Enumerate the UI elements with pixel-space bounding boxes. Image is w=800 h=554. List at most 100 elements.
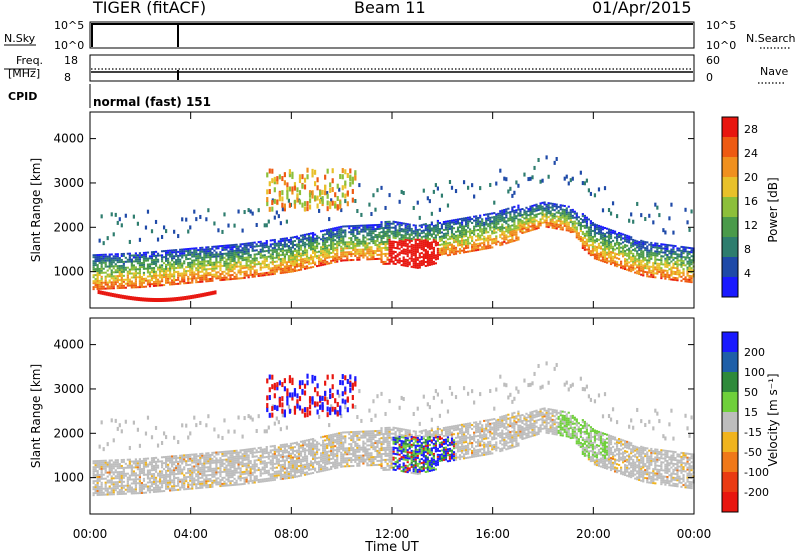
power-cell [313,181,317,187]
power-cell [487,219,490,222]
power-cell [503,238,506,241]
velocity-cell [128,458,131,461]
power-cell [110,285,113,288]
power-cell [326,250,329,253]
power-cell [322,255,325,258]
power-cell [553,209,556,212]
power-cell [118,217,121,222]
power-cell [303,201,307,207]
power-cell [414,224,417,227]
power-cell [201,258,204,261]
power-cell [444,242,448,245]
power-cell [227,264,230,267]
power-cell [164,255,168,258]
power-cell [539,206,542,209]
velocity-cell [92,494,95,497]
power-cell [646,275,649,278]
power-cell [112,285,115,288]
power-cell [201,276,204,279]
power-cell [487,213,490,216]
power-cell [513,239,516,242]
power-cell [682,248,685,251]
power-cell [116,269,119,272]
power-cell [299,266,303,269]
power-cell [127,295,130,300]
power-cell [525,218,528,221]
power-cell [370,250,373,253]
power-cell [104,275,107,278]
velocity-cell [122,468,125,471]
power-cell [597,226,601,229]
velocity-cell [171,481,174,484]
power-cell [193,209,196,214]
power-cell [430,233,433,236]
power-cell [295,261,299,264]
power-cell [446,228,450,231]
power-cell [303,257,307,260]
velocity-cell [106,493,109,496]
power-cell [400,224,403,227]
power-cell [142,281,146,284]
velocity-cell [122,492,125,495]
power-cell [380,237,383,240]
power-cell [305,233,309,236]
power-cell [348,253,351,256]
power-cell [613,254,617,257]
power-cell [251,261,254,264]
power-cell [311,259,315,262]
power-cell [281,251,284,254]
power-cell [390,254,393,257]
power-cell [410,239,413,242]
power-cell [175,249,178,252]
power-cell [332,257,335,260]
power-cell [380,235,383,238]
power-cell [108,265,111,268]
velocity-cell [132,482,135,485]
power-cell [205,274,208,277]
power-cell [549,220,552,223]
power-cell [267,267,270,270]
power-cell [509,213,512,216]
power-cell [187,269,190,272]
power-cell [213,221,216,226]
power-cell [122,266,125,269]
power-cell [251,211,254,216]
power-cell [382,260,385,263]
power-cell [674,279,677,282]
power-cell [275,252,278,255]
power-cell [311,190,314,196]
power-cell [402,240,405,243]
power-cell [354,228,357,231]
power-cell [440,225,444,228]
power-cell [366,234,369,237]
power-cell [131,296,134,301]
power-cell [640,273,643,276]
power-cell [638,263,641,266]
power-cell [279,248,282,251]
velocity-cell [171,473,174,476]
velocity-cell [136,460,140,463]
power-cell [152,284,156,287]
power-cell [322,233,325,236]
power-cell [171,249,174,252]
power-cell [287,268,291,271]
power-cell [233,257,236,260]
power-cell [402,260,405,263]
power-cell [599,241,603,244]
power-cell [380,225,383,228]
power-cell [211,279,214,282]
power-cell [144,259,148,262]
power-cell [205,260,208,263]
power-cell [416,232,419,235]
power-cell [656,244,659,247]
power-cell [471,229,474,232]
power-cell [678,255,681,258]
power-cell [124,213,127,218]
velocity-cell [136,474,140,477]
power-cell [636,272,639,275]
power-cell [563,220,566,223]
power-cell [191,265,194,268]
power-cell [98,255,101,258]
velocity-cell [148,461,152,464]
power-cell [297,241,301,244]
